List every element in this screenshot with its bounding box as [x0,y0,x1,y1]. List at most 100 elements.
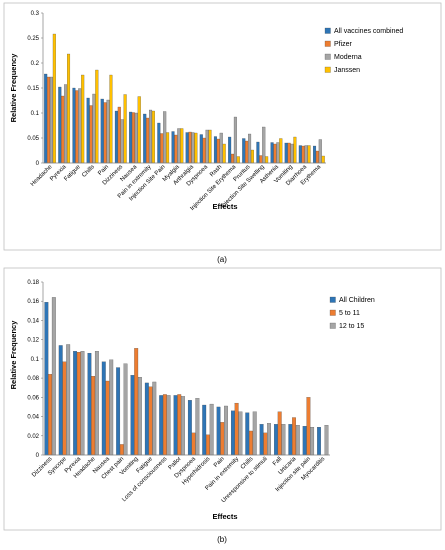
bar-vomiting-series-2 [290,143,294,164]
bar-pyrexia-series-2 [80,351,85,456]
bar-diarrhoea-series-1 [301,145,305,164]
y-tick-label: 0.1 [31,111,40,117]
y-tick-label: 0.05 [27,136,39,142]
bar-pain-in-extremity-series-1 [234,402,239,456]
chart-panel-b: Relative Frequency Effects 0 0.02 0.04 0.06… [3,267,442,531]
bar-diarrhoea-series-0 [298,145,302,164]
bar-arthralgia-series-1 [188,131,192,164]
bar-pain-in-extremity-series-0 [143,113,147,164]
bar-headache-series-3 [52,33,56,164]
bar-dyspnoea-series-1 [191,432,196,456]
legend-swatch [329,322,336,329]
y-tick-label: 0.15 [27,86,39,92]
y-tick-label: 0.3 [31,11,40,17]
y-tick-label: 0.06 [27,395,39,401]
bar-injection-site-pain-series-1 [306,397,311,456]
bar-injection-site-pain-series-2 [163,111,167,164]
bar-pain-series-2 [224,405,228,456]
bar-pallor-series-0 [173,395,178,456]
bar-rash-series-3 [222,143,226,164]
legend-swatch [324,40,331,47]
bar-nausea-series-2 [134,112,138,164]
bar-chills-series-2 [92,93,96,164]
bar-injection-site-erythema-series-1 [230,153,235,164]
bar-chills-series-0 [86,97,90,164]
bar-pyrexia-series-0 [58,86,62,164]
bar-rash-series-0 [213,136,217,164]
bar-nausea-series-3 [137,96,141,164]
bar-fatigue-series-0 [144,382,149,456]
bar-vomiting-series-1 [134,348,139,456]
legend-swatch [329,309,336,316]
bar-chest-pain-series-0 [116,367,121,456]
bar-injection-site-pain-series-3 [166,132,170,164]
chart-panel-a: Relative Frequency Effects 0 0.05 0.1 0.15 0… [3,2,442,251]
y-tick-label: 0.1 [31,357,40,363]
bar-chills-series-1 [249,430,253,456]
bar-unresponsive-to-stimuli-series-1 [263,432,268,456]
legend-swatch [329,296,336,303]
bar-pain-in-extremity-series-0 [231,410,235,456]
bar-nausea-series-2 [109,359,114,456]
bar-myalgia-series-2 [177,128,181,164]
y-tick-label: 0 [36,453,40,459]
bar-headache-series-2 [94,351,99,456]
bar-arthralgia-series-2 [191,132,195,164]
legend: All Children 5 to 11 12 to 15 [329,296,375,330]
bar-erythema-series-0 [312,145,317,164]
bar-dizziness-series-2 [51,297,56,456]
legend-entry: 12 to 15 [339,323,364,330]
bars [44,33,325,164]
bar-vomiting-series-3 [293,136,297,164]
bar-injection-site-pain-series-0 [157,122,161,164]
bar-injection-site-erythema-series-0 [228,136,232,164]
bar-dizziness-series-3 [123,94,127,164]
bar-injection-site-pain-series-1 [160,133,164,164]
bar-dizziness-series-0 [44,302,49,456]
category-label: Fall [272,456,283,467]
y-tick-label: 0.08 [27,376,39,382]
bar-pain-series-2 [106,99,110,164]
bar-dyspnoea-series-0 [187,400,192,456]
y-axis-title: Relative Frequency [9,320,18,390]
bar-vomiting-series-1 [287,142,291,164]
bar-fatigue-series-1 [75,90,79,164]
bar-pain-series-1 [103,102,107,164]
bar-asthenia-series-3 [279,138,283,164]
legend-swatch [324,27,331,34]
bar-fatigue-series-2 [78,88,82,164]
bar-injection-site-swelling-series-2 [262,126,266,164]
bar-injection-site-erythema-series-2 [233,116,237,164]
bar-erythema-series-1 [315,150,319,164]
bar-syncope-series-1 [62,361,67,456]
bar-unresponsive-to-stimuli-series-0 [259,424,264,456]
bar-dizziness-series-0 [114,110,118,164]
bar-nausea-series-0 [101,361,106,456]
y-tick-label: 0.2 [31,61,40,67]
bar-pain-in-extremity-series-3 [151,110,155,164]
y-axis-ticks: 0 0.02 0.04 0.06 0.08 0.1 0.12 0.14 0.16 0.18 [27,280,43,459]
bar-vomiting-series-0 [130,375,135,456]
bar-chest-pain-series-1 [119,444,124,456]
bar-loss-of-consciousness-series-0 [159,395,164,456]
bar-pruritus-series-2 [248,133,252,164]
bar-vomiting-series-2 [138,377,142,456]
bar-myalgia-series-1 [174,134,178,164]
bar-syncope-series-0 [58,345,63,456]
y-tick-label: 0.12 [27,338,39,344]
bar-headache-series-0 [44,73,48,164]
bar-chills-series-0 [245,412,250,456]
bar-pyrexia-series-3 [67,53,71,164]
bar-pyrexia-series-1 [61,95,65,164]
bar-arthralgia-series-3 [194,132,198,164]
bar-dyspnoea-series-0 [199,134,203,164]
bar-chills-series-1 [89,105,93,164]
bar-pain-series-0 [216,406,221,456]
bar-myalgia-series-0 [171,131,175,164]
bar-rash-series-1 [216,138,220,164]
bar-fall-series-0 [274,424,278,456]
bar-fatigue-series-3 [81,74,85,164]
y-tick-label: 0.04 [27,415,39,421]
x-axis-title: Effects [212,202,237,211]
bar-loss-of-consciousness-series-2 [166,395,171,456]
